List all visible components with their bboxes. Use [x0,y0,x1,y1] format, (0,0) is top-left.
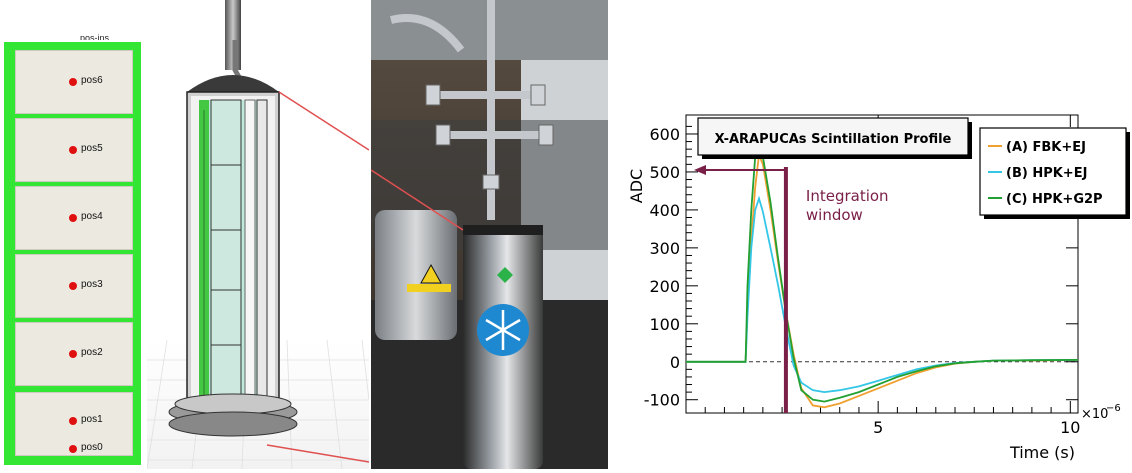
position-marker-dot [69,146,77,154]
position-slot: pos1 pos0 [15,392,133,456]
position-slot: pos2 [15,322,133,386]
chart-title: X-ARAPUCAs Scintillation Profile [715,132,952,147]
position-label: pos5 [81,143,103,154]
chart-canvas: -100 0 100 200 300 400 500 600 5 10 Integrationwi… [627,114,1130,462]
y-tick-label: 100 [649,315,680,334]
position-label: pos2 [81,347,103,358]
position-marker-dot [69,214,77,222]
annotation-line-2: window [806,206,863,224]
position-label: pos0 [81,442,103,453]
y-tick-label: 0 [670,353,680,372]
y-tick-label: 300 [649,239,680,258]
position-marker-dot [69,78,77,86]
y-tick-label: 200 [649,277,680,296]
green-frame: pos6 pos5 pos4 pos3 pos2 pos1 pos0 [4,42,141,465]
x-axis-multiplier-exponent: −6 [1106,403,1121,414]
lab-photo [371,0,608,469]
arrow-head-icon [694,165,706,175]
y-tick-label: 600 [649,125,680,144]
plot-frame [685,114,1079,414]
position-label: pos1 [81,414,103,425]
position-slot: pos3 [15,254,133,318]
position-marker-dot [69,417,77,425]
position-label: pos4 [81,211,103,222]
position-marker-dot [69,445,77,453]
y-axis-label: ADC [627,169,646,203]
position-slot: pos4 [15,186,133,250]
position-marker-dot [69,350,77,358]
position-marker-dot [69,282,77,290]
series-line-1 [686,195,1079,394]
x-tick-label: 5 [873,418,883,437]
legend-label-0: (A) FBK+EJ [1006,140,1086,155]
y-tick-label: 500 [649,163,680,182]
y-tick-label: 400 [649,201,680,220]
x-axis-label: Time (s) [1009,443,1075,462]
legend-label-2: (C) HPK+G2P [1006,192,1103,207]
y-tick-label: -100 [644,391,680,410]
cryostat-cad-drawing [146,0,370,470]
position-label: pos3 [81,279,103,290]
header-label: pos-ins [80,34,110,40]
scintillation-chart: -100 0 100 200 300 400 500 600 5 10 Integration wi… [608,0,1132,469]
legend-label-1: (B) HPK+EJ [1006,166,1087,181]
position-label: pos6 [81,75,103,86]
x-axis-multiplier: ×10 [1081,407,1108,422]
position-diagram: pos-ins pos6 pos5 pos4 pos3 pos2 pos1 pos0 [0,0,145,469]
position-slot: pos6 [15,50,133,114]
x-tick-label: 10 [1060,418,1080,437]
annotation-line-1: Integration [806,187,889,205]
position-slot: pos5 [15,118,133,182]
